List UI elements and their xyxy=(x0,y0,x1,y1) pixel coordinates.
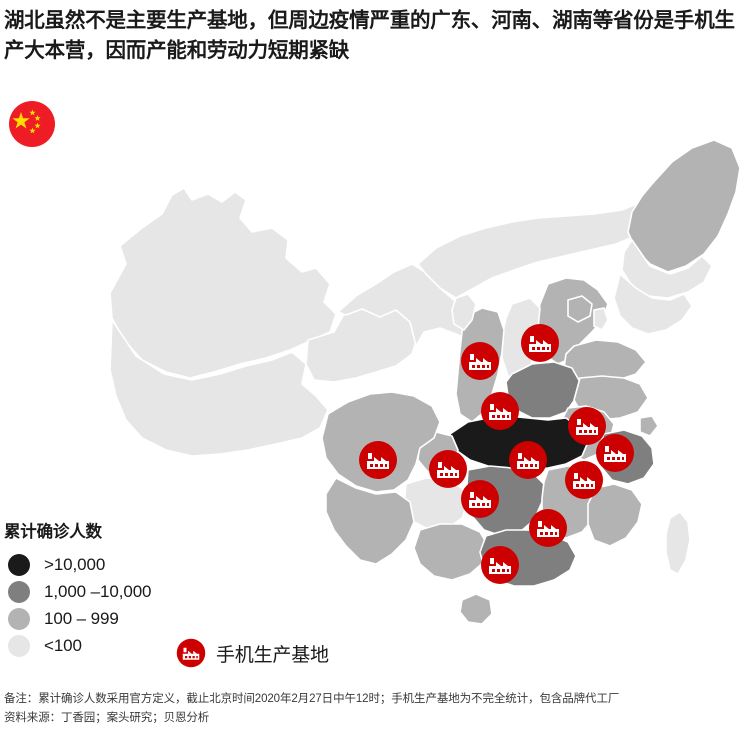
factory-marker[interactable] xyxy=(508,440,548,480)
map-legend: 累计确诊人数 >10,000 1,000 –10,000 100 – 999 <… xyxy=(4,518,374,659)
factory-marker[interactable] xyxy=(480,545,520,585)
legend-item: >10,000 xyxy=(4,551,374,578)
province-ningxia xyxy=(451,293,477,331)
legend-swatch-100-999 xyxy=(8,607,30,630)
factory-marker[interactable] xyxy=(567,406,607,446)
footnote-note: 备注：累计确诊人数采用官方定义，截止北京时间2020年2月27日中午12时；手机… xyxy=(4,693,620,705)
factory-icon xyxy=(176,638,206,668)
factory-marker[interactable] xyxy=(595,433,635,473)
legend-item: <100 xyxy=(4,632,374,659)
province-heilongjiang xyxy=(627,139,741,273)
page-title: 湖北虽然不是主要生产基地，但周边疫情严重的广东、河南、湖南等省份是手机生产大本营… xyxy=(4,9,735,62)
legend-label: 100 – 999 xyxy=(44,608,119,628)
factory-marker[interactable] xyxy=(358,440,398,480)
province-fujian xyxy=(587,483,643,547)
factory-marker[interactable] xyxy=(428,449,468,489)
factory-legend-label: 手机生产基地 xyxy=(216,644,329,666)
province-tianjin xyxy=(593,307,609,331)
province-liaoning xyxy=(613,273,693,335)
province-tibet xyxy=(109,319,329,457)
province-jilin xyxy=(621,239,713,299)
legend-item: 1,000 –10,000 xyxy=(4,578,374,605)
china-flag-icon xyxy=(8,100,56,148)
legend-swatch-under-100 xyxy=(8,634,30,657)
legend-item: 100 – 999 xyxy=(4,605,374,632)
province-shanghai xyxy=(639,415,659,437)
factory-marker[interactable] xyxy=(480,391,520,431)
factory-marker[interactable] xyxy=(460,341,500,381)
province-xinjiang xyxy=(109,187,337,379)
province-taiwan xyxy=(665,511,691,575)
factory-marker[interactable] xyxy=(528,508,568,548)
province-hainan xyxy=(459,593,493,625)
china-choropleth-map xyxy=(80,88,750,668)
province-yunnan xyxy=(325,477,415,565)
factory-legend: 手机生产基地 xyxy=(176,638,329,668)
factory-marker[interactable] xyxy=(460,479,500,519)
legend-label: 1,000 –10,000 xyxy=(44,581,152,601)
legend-label: >10,000 xyxy=(44,554,106,574)
legend-title: 累计确诊人数 xyxy=(4,523,102,541)
province-guangxi xyxy=(413,523,489,581)
factory-marker[interactable] xyxy=(520,323,560,363)
legend-swatch-over-10000 xyxy=(8,553,30,576)
province-beijing xyxy=(567,295,593,323)
footnotes: 备注：累计确诊人数采用官方定义，截止北京时间2020年2月27日中午12时；手机… xyxy=(4,690,748,728)
legend-label: <100 xyxy=(44,635,82,655)
legend-swatch-1000-10000 xyxy=(8,580,30,603)
factory-marker[interactable] xyxy=(564,460,604,500)
footnote-source: 资料来源：丁香园；案头研究；贝恩分析 xyxy=(4,712,210,724)
